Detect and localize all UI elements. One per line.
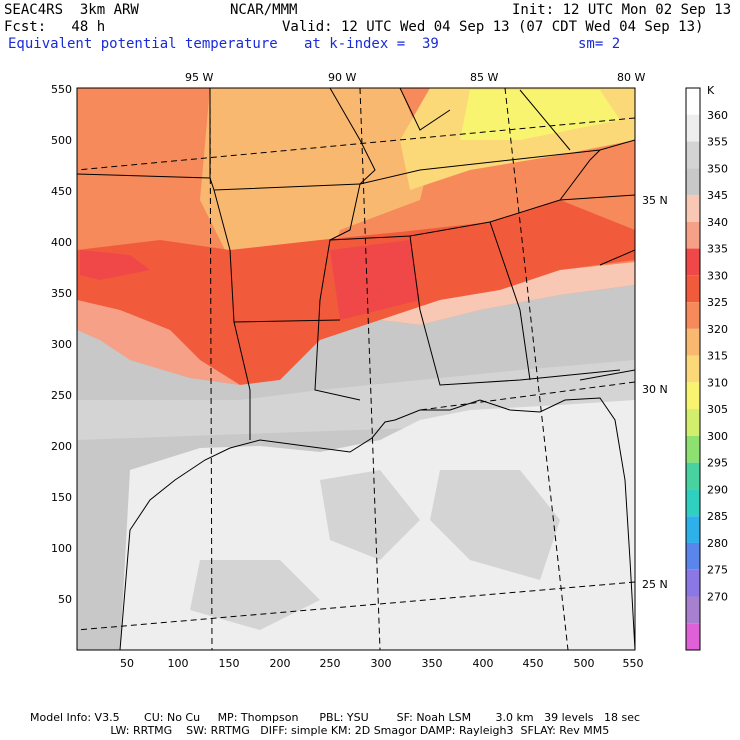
- x-tick: 150: [219, 657, 240, 670]
- init-time: Init: 12 UTC Mon 02 Sep 13: [512, 2, 732, 18]
- colorbar-swatch: [686, 569, 700, 597]
- colorbar-swatch: [686, 195, 700, 222]
- x-tick: 50: [120, 657, 134, 670]
- y-axis: 550 500 450 400 350 300 250 200 150 100 …: [51, 83, 72, 606]
- x-tick: 300: [371, 657, 392, 670]
- lon-label: 90 W: [328, 71, 356, 84]
- y-tick: 450: [51, 185, 72, 198]
- colorbar-label: 335: [707, 243, 728, 256]
- y-tick: 500: [51, 134, 72, 147]
- y-tick: 150: [51, 491, 72, 504]
- colorbar-swatch: [686, 542, 700, 570]
- colorbar-label: 330: [707, 269, 728, 282]
- colorbar-label: 270: [707, 590, 728, 603]
- y-tick: 100: [51, 542, 72, 555]
- y-tick: 300: [51, 338, 72, 351]
- colorbar-label: 355: [707, 136, 728, 149]
- colorbar-swatch: [686, 462, 700, 490]
- colorbar-label: 325: [707, 296, 728, 309]
- colorbar-swatch: [686, 516, 700, 543]
- colorbar-swatch: [686, 275, 700, 303]
- colorbar-label: 320: [707, 323, 728, 336]
- x-tick: 250: [320, 657, 341, 670]
- colorbar-swatch: [686, 328, 700, 356]
- colorbar-swatch: [686, 302, 700, 329]
- lat-label: 35 N: [642, 194, 668, 207]
- colorbar-swatch: [686, 596, 700, 624]
- colorbar-label: 340: [707, 216, 728, 229]
- colorbar-swatch: [686, 248, 700, 276]
- colorbar-swatch: [686, 88, 700, 115]
- colorbar-label: 290: [707, 483, 728, 496]
- colorbar-swatch: [686, 114, 700, 142]
- colorbar-swatch: [686, 168, 700, 196]
- lat-label: 25 N: [642, 578, 668, 591]
- model-info-line1: Model Info: V3.5 CU: No Cu MP: Thompson …: [30, 711, 641, 724]
- x-tick: 500: [574, 657, 595, 670]
- y-tick: 250: [51, 389, 72, 402]
- graticule: [77, 88, 635, 650]
- organization: NCAR/MMM: [230, 2, 298, 18]
- level-info: at k-index = 39: [304, 36, 439, 52]
- colorbar-label: 360: [707, 109, 728, 122]
- colorbar-label: 305: [707, 403, 728, 416]
- colorbar-swatch: [686, 382, 700, 410]
- colorbar-label: 285: [707, 510, 728, 523]
- colorbar-label: 345: [707, 189, 728, 202]
- valid-time: Valid: 12 UTC Wed 04 Sep 13 (07 CDT Wed …: [282, 19, 704, 35]
- lat-label: 30 N: [642, 383, 668, 396]
- smoothing-info: sm= 2: [578, 36, 621, 52]
- colorbar: 360 355 350 345 340 335 330 325 320 315 310 305 300 2…: [685, 87, 728, 651]
- colorbar-swatch: [686, 141, 700, 169]
- x-tick: 200: [270, 657, 291, 670]
- x-tick: 400: [473, 657, 494, 670]
- x-tick: 450: [523, 657, 544, 670]
- colorbar-label: 350: [707, 162, 728, 175]
- field-name: Equivalent potential temperature: [8, 36, 278, 52]
- y-tick: 400: [51, 236, 72, 249]
- lon-label: 85 W: [470, 71, 498, 84]
- model-info-line2: LW: RRTMG SW: RRTMG DIFF: simple KM: 2D …: [30, 724, 610, 737]
- theta-e-field: [77, 88, 635, 650]
- colorbar-label: 310: [707, 376, 728, 389]
- colorbar-swatch: [686, 355, 700, 383]
- colorbar-swatch: [686, 623, 700, 650]
- forecast-hour: Fcst: 48 h: [4, 19, 106, 35]
- y-tick: 350: [51, 287, 72, 300]
- colorbar-swatch: [686, 489, 700, 517]
- x-axis: 50 100 150 200 250 300 350 400 450 500 5…: [120, 657, 644, 670]
- colorbar-swatch: [686, 221, 700, 249]
- x-tick: 100: [168, 657, 189, 670]
- colorbar-label: 300: [707, 430, 728, 443]
- y-tick: 550: [51, 83, 72, 96]
- x-tick: 350: [422, 657, 443, 670]
- y-tick: 200: [51, 440, 72, 453]
- colorbar-swatch: [686, 409, 700, 436]
- map-frame: [76, 87, 636, 651]
- x-tick: 550: [623, 657, 644, 670]
- y-tick: 50: [58, 593, 72, 606]
- model-title: SEAC4RS 3km ARW: [4, 2, 139, 18]
- lon-label: 80 W: [617, 71, 645, 84]
- colorbar-unit: K: [707, 84, 715, 97]
- lon-label: 95 W: [185, 71, 213, 84]
- colorbar-label: 280: [707, 537, 728, 550]
- colorbar-label: 275: [707, 564, 728, 577]
- colorbar-frame: [685, 87, 701, 651]
- colorbar-label: 315: [707, 350, 728, 363]
- colorbar-swatch: [686, 435, 700, 463]
- coastline: [119, 397, 635, 650]
- colorbar-label: 295: [707, 457, 728, 470]
